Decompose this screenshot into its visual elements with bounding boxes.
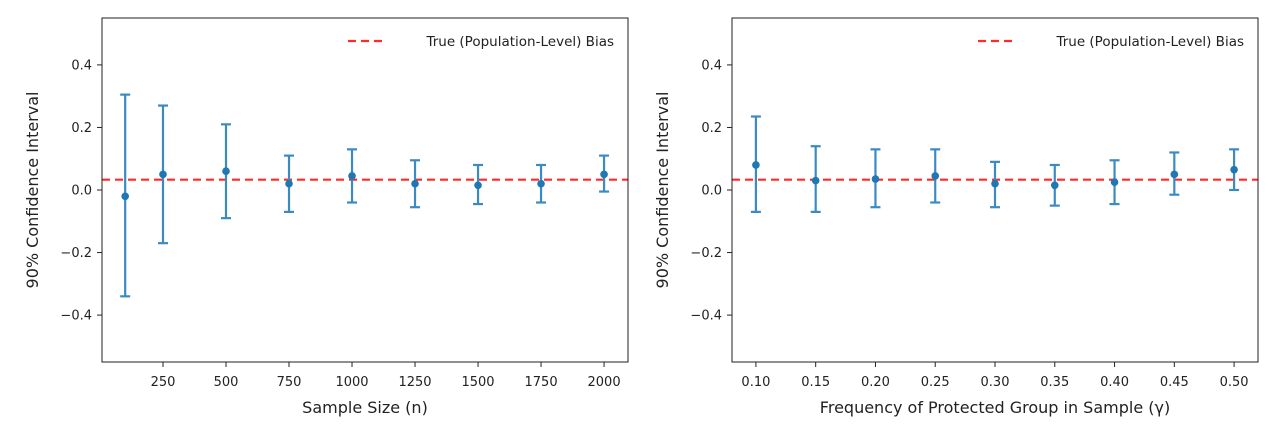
errorbar-group	[599, 154, 610, 193]
x-tick-label: 1250	[398, 375, 431, 390]
errorbar-group	[221, 123, 232, 220]
errorbar-group	[536, 163, 547, 204]
x-tick-label: 0.30	[981, 375, 1010, 390]
legend-label: True (Population-Level) Bias	[425, 34, 614, 50]
data-point	[537, 179, 545, 188]
chart-protected-group-frequency: −0.4 −0.2 0.0 0.2 0.4 0.10 0.15 0.20 0.25 0.30 0.3…	[653, 17, 1259, 417]
y-tick-label: 0.2	[701, 121, 722, 136]
y-tick-label: 0.2	[71, 121, 92, 136]
y-axis-label: 90% Confidence Interval	[23, 92, 42, 289]
data-point	[285, 179, 293, 188]
data-point	[159, 170, 167, 179]
errorbar-group	[810, 145, 821, 213]
data-point	[752, 161, 760, 169]
x-tick-label: 0.40	[1100, 375, 1129, 390]
x-tick-label: 1000	[335, 375, 368, 390]
data-point	[222, 167, 230, 176]
axes-frame	[101, 17, 629, 363]
errorbar-group	[1169, 151, 1180, 196]
x-tick-label: 0.35	[1040, 375, 1069, 390]
x-axis-label: Frequency of Protected Group in Sample (…	[820, 398, 1170, 417]
data-point	[871, 175, 880, 183]
y-tick-label: 0.0	[701, 184, 722, 199]
y-tick-label: −0.4	[60, 309, 92, 324]
errorbar-group	[870, 148, 881, 209]
y-tick-label: −0.2	[60, 246, 92, 261]
data-point	[1050, 181, 1059, 190]
x-tick-label: 1500	[461, 375, 494, 390]
data-point	[474, 181, 482, 190]
errorbar-group	[1229, 148, 1240, 192]
x-tick-label: 0.10	[741, 375, 770, 390]
y-tick-label: −0.4	[690, 309, 722, 324]
x-tick-label: 0.45	[1160, 375, 1189, 390]
data-point	[600, 170, 608, 179]
data-point	[1170, 170, 1179, 179]
x-tick-label: 2000	[588, 375, 621, 390]
data-point	[811, 176, 820, 185]
x-tick-label: 250	[151, 375, 176, 390]
data-point	[931, 172, 940, 180]
data-point	[1230, 165, 1238, 174]
errorbar-group	[930, 148, 941, 204]
y-tick-label: 0.4	[71, 58, 92, 73]
errorbar-group	[410, 159, 421, 209]
errorbar-group	[1109, 159, 1120, 206]
y-tick-label: 0.4	[701, 58, 722, 73]
data-point	[121, 192, 129, 201]
data-point	[1110, 178, 1119, 186]
errorbar-group	[473, 163, 484, 206]
y-tick-label: 0.0	[71, 184, 92, 199]
x-tick-label: 1750	[525, 375, 558, 390]
errorbar-group	[157, 104, 168, 245]
x-axis-label: Sample Size (n)	[302, 398, 428, 417]
y-axis-label: 90% Confidence Interval	[653, 92, 672, 289]
data-point	[348, 172, 356, 180]
y-tick-label: −0.2	[690, 246, 722, 261]
legend-label: True (Population-Level) Bias	[1055, 34, 1244, 50]
data-point	[411, 179, 419, 188]
errorbar-group	[284, 154, 295, 213]
x-tick-label: 0.20	[861, 375, 890, 390]
x-tick-label: 0.25	[921, 375, 950, 390]
errorbar-group	[1049, 163, 1060, 207]
x-tick-label: 750	[277, 375, 302, 390]
x-tick-label: 0.15	[801, 375, 830, 390]
x-tick-label: 0.50	[1220, 375, 1249, 390]
data-point	[991, 179, 999, 188]
errorbar-group	[990, 160, 1000, 209]
chart-sample-size: −0.4 −0.2 0.0 0.2 0.4 250 500 750 1000 1250 1500 17…	[23, 17, 629, 417]
errorbar-group	[347, 148, 358, 204]
errorbar-group	[120, 93, 131, 298]
errorbar-group	[750, 115, 761, 213]
x-tick-label: 500	[214, 375, 239, 390]
